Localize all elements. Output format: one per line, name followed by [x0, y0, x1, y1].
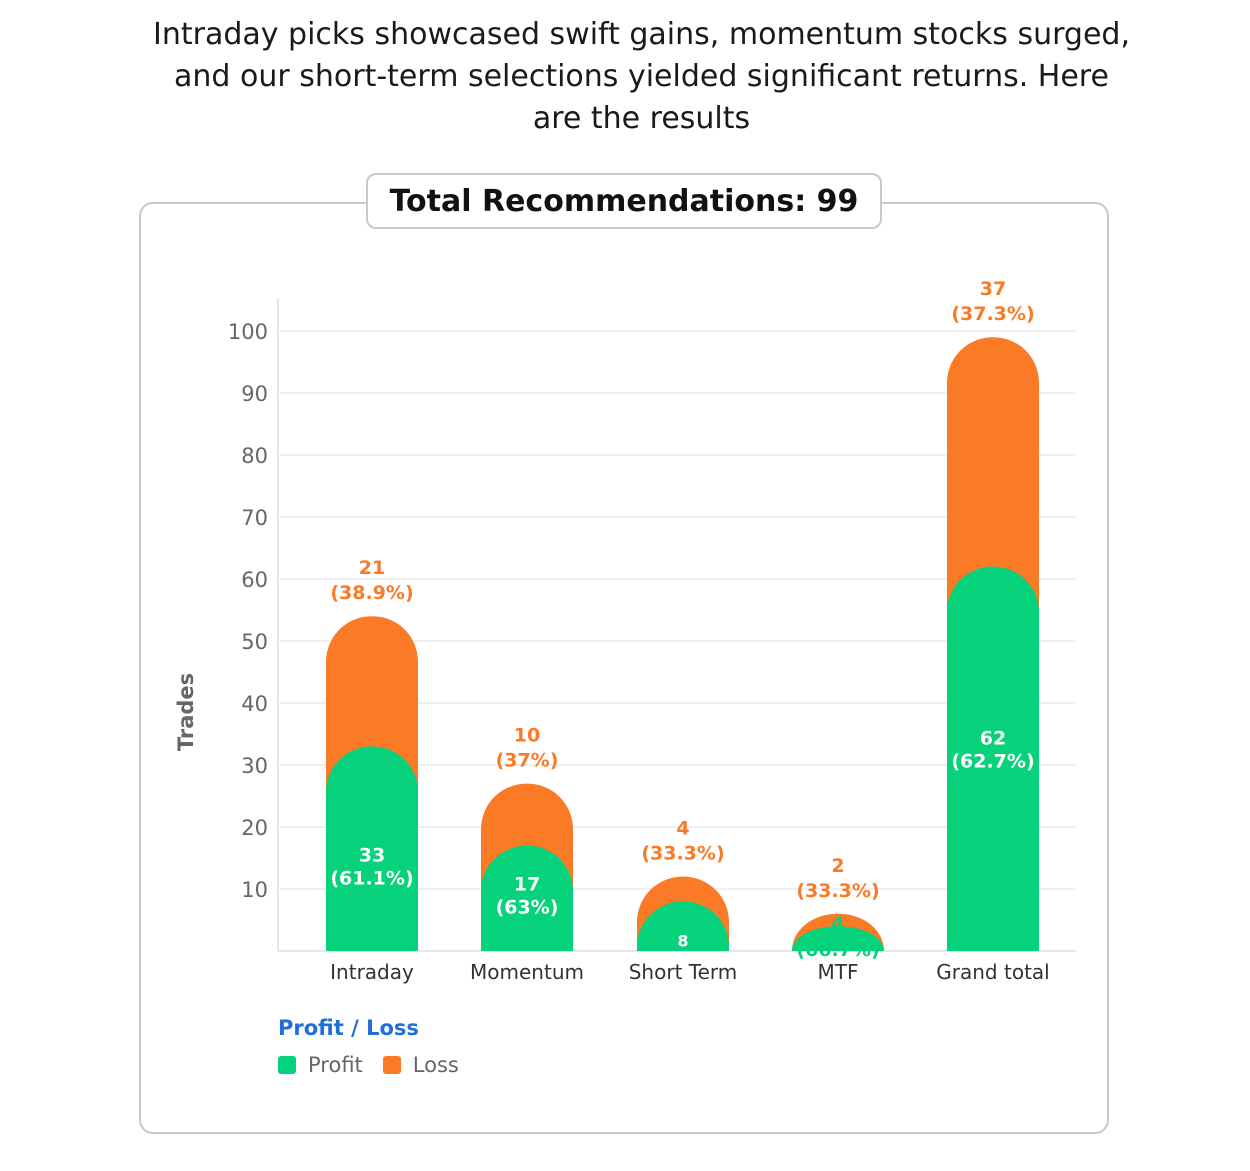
- data-label-loss: 4: [676, 818, 689, 840]
- x-tick-label: MTF: [818, 960, 859, 984]
- total-recommendations-badge: Total Recommendations: 99: [366, 173, 882, 229]
- x-tick-label: Momentum: [470, 960, 584, 984]
- data-label-profit: 17: [514, 874, 540, 896]
- data-label-loss-pct: (37%): [496, 750, 559, 772]
- bar-profit: [326, 746, 418, 951]
- data-label-loss: 37: [980, 278, 1006, 300]
- data-label-profit-pct: (66.7%): [648, 951, 718, 970]
- data-label-loss-pct: (33.3%): [796, 880, 879, 902]
- data-label-loss-pct: (38.9%): [330, 582, 413, 604]
- data-label-loss: 21: [359, 557, 385, 579]
- legend: Profit Loss: [278, 1053, 479, 1077]
- x-tick-label: Intraday: [330, 960, 414, 984]
- x-tick-label: Grand total: [936, 960, 1049, 984]
- data-label-profit: 8: [677, 931, 688, 950]
- legend-label-loss: Loss: [412, 1053, 459, 1077]
- y-tick-label: 30: [241, 754, 268, 778]
- y-tick-label: 100: [228, 320, 268, 344]
- y-tick-label: 80: [241, 444, 268, 468]
- data-label-profit-pct: (62.7%): [951, 751, 1034, 773]
- data-label-profit-pct: (66.7%): [796, 939, 879, 961]
- data-label-profit: 33: [359, 844, 385, 866]
- data-label-loss-pct: (33.3%): [641, 843, 724, 865]
- legend-item-loss[interactable]: Loss: [382, 1053, 459, 1077]
- bar-profit: [947, 566, 1039, 951]
- data-label-loss: 2: [831, 855, 844, 877]
- data-label-profit: 4: [831, 913, 844, 935]
- legend-swatch-profit: [278, 1056, 296, 1074]
- legend-title: Profit / Loss: [278, 1016, 419, 1040]
- data-label-profit-pct: (63%): [496, 897, 559, 919]
- legend-item-profit[interactable]: Profit: [278, 1053, 363, 1077]
- data-label-loss: 10: [514, 725, 540, 747]
- y-axis-label: Trades: [174, 673, 198, 751]
- y-tick-label: 20: [241, 816, 268, 840]
- y-tick-label: 10: [241, 878, 268, 902]
- total-recommendations-label: Total Recommendations: 99: [389, 183, 859, 219]
- data-label-loss-pct: (37.3%): [951, 303, 1034, 325]
- y-tick-label: 60: [241, 568, 268, 592]
- legend-swatch-loss: [382, 1056, 401, 1074]
- y-tick-label: 40: [241, 692, 268, 716]
- bar-profit: [481, 845, 573, 951]
- y-tick-label: 90: [241, 382, 268, 406]
- bar-profit: [637, 901, 729, 951]
- legend-label-profit: Profit: [308, 1053, 363, 1077]
- data-label-profit: 62: [980, 728, 1006, 750]
- data-label-profit-pct: (61.1%): [330, 867, 413, 889]
- y-tick-label: 50: [241, 630, 268, 654]
- y-tick-label: 70: [241, 506, 268, 530]
- intro-text: Intraday picks showcased swift gains, mo…: [153, 17, 1130, 136]
- x-tick-label: Short Term: [629, 960, 738, 984]
- bar-profit: [792, 926, 884, 951]
